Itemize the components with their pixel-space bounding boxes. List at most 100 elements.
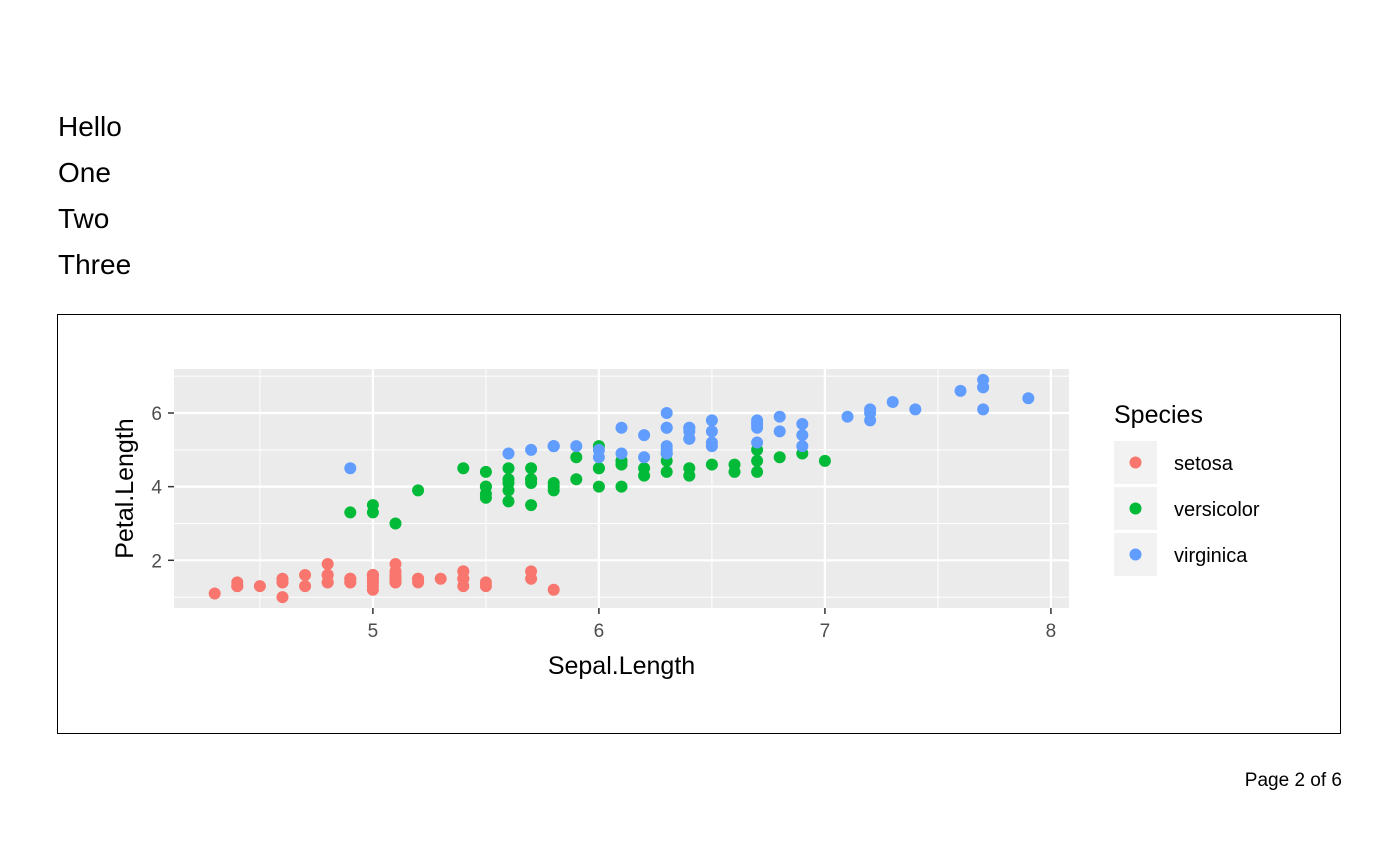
data-point-versicolor <box>502 495 515 508</box>
intro-line-two: Two <box>58 203 110 234</box>
data-point-versicolor <box>525 462 538 475</box>
data-point-setosa <box>231 580 244 593</box>
data-point-virginica <box>796 418 809 431</box>
data-point-versicolor <box>615 458 628 471</box>
data-point-virginica <box>796 429 809 442</box>
data-point-setosa <box>389 569 402 582</box>
data-point-virginica <box>638 429 651 442</box>
legend-swatch-virginica <box>1129 548 1142 561</box>
legend-title: Species <box>1114 401 1203 429</box>
scatter-chart: 5 6 7 8 2 4 6 Sepal.Length Petal.Length Species se… <box>111 369 1260 680</box>
x-tick-label: 7 <box>820 621 831 642</box>
data-point-versicolor <box>705 458 718 471</box>
data-point-setosa <box>389 557 402 570</box>
data-point-versicolor <box>479 491 492 504</box>
data-point-versicolor <box>502 462 515 475</box>
data-point-virginica <box>592 451 605 464</box>
data-point-setosa <box>299 569 312 582</box>
data-point-setosa <box>208 587 221 600</box>
data-point-setosa <box>299 580 312 593</box>
data-point-setosa <box>479 580 492 593</box>
data-point-versicolor <box>615 480 628 493</box>
page-indicator: Page 2 of 6 <box>1244 770 1342 791</box>
data-point-virginica <box>909 403 922 416</box>
data-point-virginica <box>705 425 718 438</box>
data-point-versicolor <box>570 451 583 464</box>
data-point-virginica <box>841 410 854 423</box>
data-point-virginica <box>615 447 628 460</box>
data-point-versicolor <box>412 484 425 497</box>
data-point-versicolor <box>344 506 357 519</box>
data-point-setosa <box>457 572 470 585</box>
y-tick-label: 4 <box>151 478 162 499</box>
data-point-virginica <box>570 440 583 453</box>
data-point-versicolor <box>751 465 764 478</box>
data-point-virginica <box>751 418 764 431</box>
data-point-virginica <box>660 443 673 456</box>
x-tick-label: 8 <box>1046 621 1057 642</box>
data-point-versicolor <box>479 465 492 478</box>
data-point-setosa <box>366 576 379 589</box>
data-point-virginica <box>615 421 628 434</box>
data-point-virginica <box>796 440 809 453</box>
data-point-virginica <box>977 381 990 394</box>
data-point-virginica <box>751 436 764 449</box>
data-point-versicolor <box>366 506 379 519</box>
data-point-virginica <box>502 447 515 460</box>
y-axis-title: Petal.Length <box>111 418 139 558</box>
data-point-virginica <box>547 440 560 453</box>
intro-line-three: Three <box>58 249 132 280</box>
data-point-versicolor <box>502 473 515 486</box>
data-point-versicolor <box>570 473 583 486</box>
data-point-virginica <box>525 443 538 456</box>
data-point-setosa <box>321 557 334 570</box>
data-point-versicolor <box>592 462 605 475</box>
data-point-setosa <box>321 576 334 589</box>
data-point-versicolor <box>525 476 538 489</box>
data-point-setosa <box>434 572 447 585</box>
data-point-setosa <box>525 565 538 578</box>
data-point-virginica <box>886 395 899 408</box>
data-point-virginica <box>638 451 651 464</box>
legend-label-setosa: setosa <box>1174 453 1234 475</box>
data-point-virginica <box>683 425 696 438</box>
intro-line-one: One <box>58 157 111 188</box>
x-tick-label: 6 <box>594 621 605 642</box>
legend-swatch-setosa <box>1129 456 1142 469</box>
data-point-versicolor <box>728 465 741 478</box>
legend-label-virginica: virginica <box>1174 545 1248 567</box>
data-point-virginica <box>344 462 357 475</box>
data-point-versicolor <box>818 454 831 467</box>
data-point-virginica <box>977 403 990 416</box>
data-point-setosa <box>547 583 560 596</box>
y-tick-label: 6 <box>151 404 162 425</box>
data-point-setosa <box>276 576 289 589</box>
data-point-virginica <box>660 407 673 420</box>
data-point-versicolor <box>479 480 492 493</box>
data-point-setosa <box>253 580 266 593</box>
data-point-virginica <box>773 410 786 423</box>
y-tick-label: 2 <box>151 551 162 572</box>
data-point-setosa <box>412 572 425 585</box>
data-point-versicolor <box>660 465 673 478</box>
data-point-versicolor <box>638 469 651 482</box>
data-point-versicolor <box>389 517 402 530</box>
data-point-virginica <box>954 384 967 397</box>
data-point-versicolor <box>751 454 764 467</box>
data-point-virginica <box>1022 392 1035 405</box>
data-point-setosa <box>344 576 357 589</box>
legend-swatch-versicolor <box>1129 502 1142 515</box>
data-point-versicolor <box>683 469 696 482</box>
data-point-virginica <box>705 436 718 449</box>
x-axis-title: Sepal.Length <box>548 652 695 680</box>
data-point-virginica <box>864 414 877 427</box>
data-point-versicolor <box>592 480 605 493</box>
data-point-versicolor <box>457 462 470 475</box>
data-point-versicolor <box>547 480 560 493</box>
intro-line-hello: Hello <box>58 111 122 142</box>
data-point-setosa <box>276 591 289 604</box>
data-point-virginica <box>660 421 673 434</box>
data-point-virginica <box>773 425 786 438</box>
legend-label-versicolor: versicolor <box>1174 499 1260 521</box>
plot-frame: 5 6 7 8 2 4 6 Sepal.Length Petal.Length Species se… <box>57 314 1341 734</box>
